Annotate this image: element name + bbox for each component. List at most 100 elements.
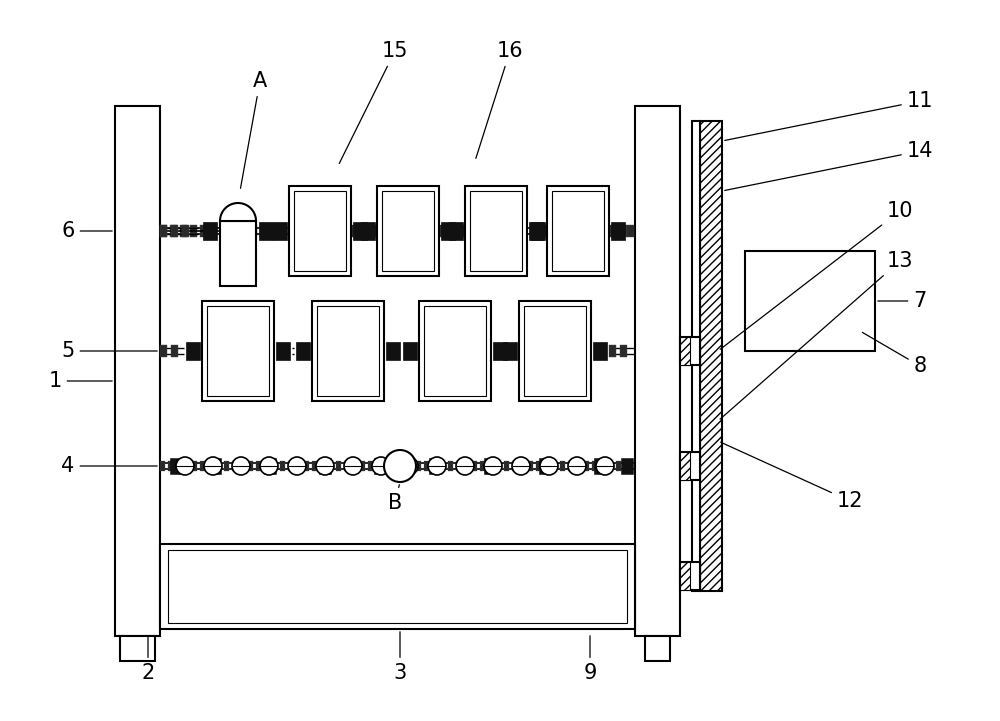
Bar: [296, 461, 301, 471]
Text: 15: 15: [339, 41, 408, 164]
Bar: [280, 461, 285, 471]
Bar: [370, 225, 377, 237]
Bar: [220, 225, 227, 237]
Bar: [203, 222, 217, 240]
Bar: [593, 342, 607, 360]
Bar: [390, 225, 397, 237]
Bar: [328, 461, 333, 471]
Bar: [520, 225, 527, 237]
Bar: [408, 461, 413, 471]
Bar: [531, 222, 545, 240]
Bar: [680, 562, 700, 590]
Bar: [552, 191, 604, 271]
Circle shape: [288, 457, 306, 475]
Bar: [240, 225, 247, 237]
Bar: [171, 225, 178, 237]
Bar: [280, 225, 287, 237]
Bar: [350, 225, 357, 237]
Bar: [352, 461, 357, 471]
Bar: [256, 461, 261, 471]
Bar: [168, 461, 173, 471]
Bar: [377, 186, 439, 276]
Bar: [424, 306, 486, 396]
Bar: [488, 461, 493, 471]
Bar: [680, 337, 690, 365]
Bar: [464, 461, 469, 471]
Text: B: B: [388, 485, 402, 513]
Bar: [680, 562, 690, 590]
Bar: [312, 461, 317, 471]
Bar: [635, 106, 680, 636]
Polygon shape: [220, 203, 256, 221]
Bar: [260, 225, 267, 237]
Circle shape: [260, 457, 278, 475]
Bar: [400, 225, 407, 237]
Bar: [504, 461, 509, 471]
Bar: [344, 461, 349, 471]
Bar: [210, 225, 217, 237]
Bar: [608, 461, 613, 471]
Bar: [680, 337, 700, 365]
Circle shape: [316, 457, 334, 475]
Bar: [460, 225, 467, 237]
Bar: [232, 461, 237, 471]
Bar: [182, 225, 189, 237]
Bar: [510, 225, 517, 237]
Circle shape: [596, 457, 614, 475]
Text: 12: 12: [721, 442, 863, 511]
Bar: [270, 225, 277, 237]
Bar: [539, 458, 551, 474]
Bar: [624, 461, 629, 471]
Bar: [176, 461, 181, 471]
Bar: [560, 225, 567, 237]
Bar: [115, 106, 160, 636]
Text: 9: 9: [583, 636, 597, 683]
Bar: [360, 225, 367, 237]
Bar: [416, 461, 421, 471]
Bar: [496, 461, 501, 471]
Bar: [317, 306, 379, 396]
Circle shape: [540, 457, 558, 475]
Bar: [424, 461, 429, 471]
Bar: [248, 461, 253, 471]
Bar: [288, 461, 293, 471]
Bar: [209, 458, 221, 474]
Text: 8: 8: [862, 332, 927, 376]
Bar: [184, 461, 189, 471]
Bar: [368, 461, 373, 471]
Text: 14: 14: [725, 141, 933, 190]
Bar: [519, 301, 591, 401]
Bar: [465, 186, 527, 276]
Bar: [620, 225, 627, 237]
Bar: [440, 461, 445, 471]
Bar: [160, 544, 635, 629]
Text: A: A: [240, 71, 267, 188]
Bar: [600, 461, 605, 471]
Bar: [160, 461, 165, 471]
Bar: [296, 342, 310, 360]
Bar: [529, 222, 543, 240]
Text: 11: 11: [725, 91, 933, 141]
Bar: [208, 461, 213, 471]
Bar: [340, 225, 347, 237]
Bar: [540, 225, 547, 237]
Bar: [552, 461, 557, 471]
Bar: [120, 636, 155, 661]
Bar: [202, 301, 274, 401]
Bar: [621, 458, 633, 474]
Circle shape: [400, 457, 418, 475]
Text: 2: 2: [141, 636, 155, 683]
Bar: [294, 191, 346, 271]
Bar: [609, 345, 616, 357]
Bar: [512, 461, 517, 471]
Text: 1: 1: [48, 371, 112, 391]
Bar: [186, 342, 200, 360]
Circle shape: [204, 457, 222, 475]
Bar: [336, 461, 341, 471]
Circle shape: [372, 457, 390, 475]
Bar: [530, 225, 537, 237]
Bar: [192, 461, 197, 471]
Bar: [160, 225, 167, 237]
Bar: [430, 225, 437, 237]
Bar: [224, 461, 229, 471]
